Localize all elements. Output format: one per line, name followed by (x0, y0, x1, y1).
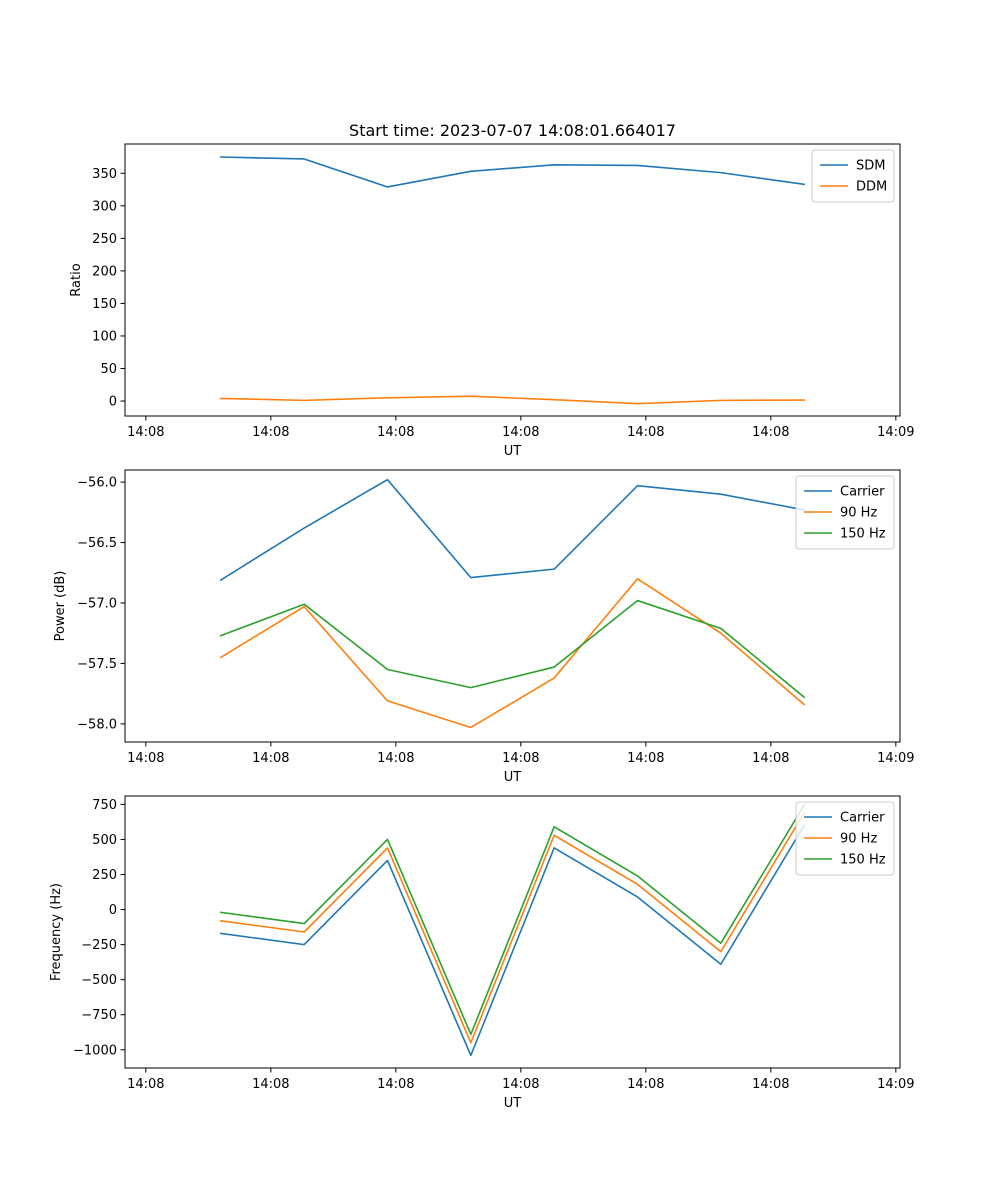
x-tick-label: 14:08 (127, 751, 164, 766)
x-axis-label: UT (504, 770, 522, 785)
series-line-90-hz (219, 811, 806, 1044)
x-axis-label: UT (504, 1096, 522, 1111)
y-axis-label: Ratio (69, 263, 84, 296)
x-tick-label: 14:08 (252, 751, 289, 766)
x-tick-label: 14:08 (627, 1077, 664, 1092)
y-tick-label: 0 (109, 903, 117, 918)
series-line-carrier (219, 478, 806, 582)
legend-label: 90 Hz (840, 506, 877, 521)
y-tick-label: 200 (92, 264, 117, 279)
legend-box (795, 801, 895, 876)
axes-frame (124, 795, 901, 1069)
y-tick-label: 250 (92, 868, 117, 883)
y-axis-label: Frequency (Hz) (49, 883, 64, 981)
x-tick-label: 14:09 (877, 751, 914, 766)
subplots: 14:08 14:08 14:08 14:08 14:08 14:08 14:09 UT 0 50… (49, 143, 915, 1111)
x-tick-label: 14:08 (627, 425, 664, 440)
legend-label: 150 Hz (840, 527, 886, 542)
legend-label: DDM (856, 180, 887, 195)
x-tick-label: 14:08 (252, 425, 289, 440)
x-tick-label: 14:08 (502, 751, 539, 766)
legend-label: Carrier (840, 811, 885, 826)
x-tick-label: 14:08 (502, 425, 539, 440)
axes-frame (124, 469, 901, 743)
x-tick-label: 14:08 (752, 1077, 789, 1092)
x-tick-label: 14:08 (377, 751, 414, 766)
legend: Carrier 90 Hz 150 Hz (795, 475, 895, 550)
subplot-3: 14:08 14:08 14:08 14:08 14:08 14:08 14:09 UT −10… (49, 795, 915, 1111)
series-line-ddm (220, 395, 805, 405)
x-axis-label: UT (504, 444, 522, 459)
figure-title: Start time: 2023-07-07 14:08:01.664017 (349, 121, 676, 140)
series-line-150-hz (219, 804, 806, 1036)
y-tick-label: −750 (81, 1008, 117, 1023)
x-tick-label: 14:08 (377, 1077, 414, 1092)
y-tick-label: −500 (81, 973, 117, 988)
y-tick-label: 300 (92, 199, 117, 214)
legend: SDM DDM (811, 149, 895, 203)
y-tick-label: 250 (92, 232, 117, 247)
x-tick-label: 14:08 (627, 751, 664, 766)
legend: Carrier 90 Hz 150 Hz (795, 801, 895, 876)
y-tick-label: 50 (100, 362, 117, 377)
x-tick-label: 14:09 (877, 425, 914, 440)
y-tick-label: −250 (81, 938, 117, 953)
legend-box (795, 475, 895, 550)
y-tick-label: −56.0 (77, 476, 117, 491)
legend-label: 150 Hz (840, 853, 886, 868)
series-line-carrier (219, 824, 806, 1057)
subplot-2: 14:08 14:08 14:08 14:08 14:08 14:08 14:09 UT −58… (53, 469, 915, 785)
series-line-sdm (220, 156, 806, 188)
y-tick-label: 750 (92, 798, 117, 813)
y-axis-label: Power (dB) (53, 571, 68, 642)
axes-frame (124, 143, 901, 417)
y-tick-label: −57.0 (77, 596, 117, 611)
y-tick-label: −56.5 (77, 536, 117, 551)
x-tick-label: 14:08 (377, 425, 414, 440)
legend-label: Carrier (840, 485, 885, 500)
legend-box (811, 149, 895, 203)
series-line-150-hz (219, 599, 806, 699)
y-tick-label: −58.0 (77, 717, 117, 732)
y-tick-label: 100 (92, 329, 117, 344)
y-tick-label: −57.5 (77, 657, 117, 672)
legend-label: 90 Hz (840, 832, 877, 847)
x-tick-label: 14:09 (877, 1077, 914, 1092)
x-tick-label: 14:08 (502, 1077, 539, 1092)
y-tick-label: −1000 (73, 1043, 117, 1058)
x-tick-label: 14:08 (252, 1077, 289, 1092)
y-tick-label: 150 (92, 297, 117, 312)
x-tick-label: 14:08 (752, 751, 789, 766)
x-tick-label: 14:08 (127, 425, 164, 440)
subplot-1: 14:08 14:08 14:08 14:08 14:08 14:08 14:09 UT 0 50… (69, 143, 915, 459)
legend-label: SDM (856, 159, 885, 174)
y-tick-label: 500 (92, 833, 117, 848)
x-tick-label: 14:08 (127, 1077, 164, 1092)
y-tick-label: 350 (92, 167, 117, 182)
x-tick-label: 14:08 (752, 425, 789, 440)
y-tick-label: 0 (109, 395, 117, 410)
